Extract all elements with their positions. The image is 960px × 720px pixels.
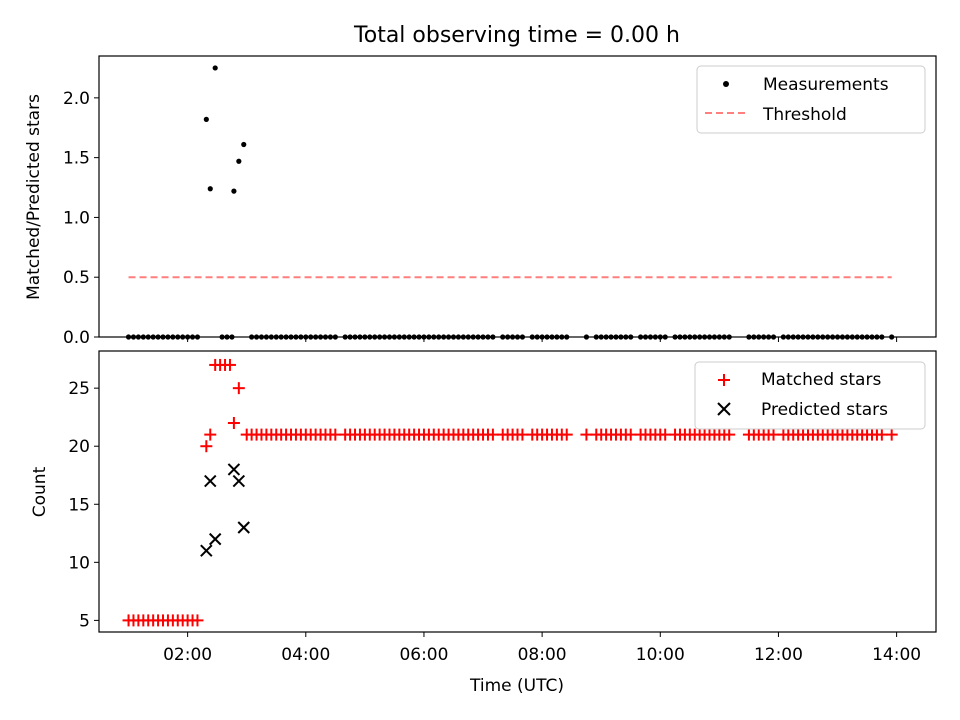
legend-threshold-label: Threshold: [762, 105, 847, 125]
ratio-y-tick-label: 0.0: [63, 328, 90, 348]
matched-star-point: [227, 416, 240, 429]
ratio-y-ticks: 0.0 0.5 1.0 1.5 2.0: [63, 89, 99, 348]
ratio-axes-frame: [98, 55, 937, 338]
measurement-point: [231, 188, 237, 194]
matched-star-point: [723, 428, 736, 441]
count-y-tick-label: 5: [79, 611, 90, 631]
count-x-tick-label: 02:00: [163, 645, 212, 665]
count-marks: [122, 358, 898, 627]
ratio-y-axis-label: Matched/Predicted stars: [24, 94, 44, 300]
ratio-y-tick-label: 1.5: [63, 149, 90, 169]
measurement-point: [241, 141, 247, 148]
measurement-point: [236, 158, 242, 164]
matched-star-point: [223, 358, 236, 371]
ratio-y-tick-label: 0.5: [63, 268, 90, 288]
ratio-legend-box: [696, 65, 926, 134]
count-y-tick-label: 25: [68, 379, 90, 399]
legend-measurements-label: Measurements: [763, 75, 889, 95]
measurement-point: [203, 116, 209, 122]
count-y-ticks: 5 10 15 20 25: [68, 379, 99, 631]
count-x-tick-label: 04:00: [281, 645, 330, 665]
count-y-tick-label: 10: [68, 553, 90, 573]
count-x-tick-label: 14:00: [872, 645, 921, 665]
matched-star-point: [232, 382, 245, 395]
predicted-star-point: [237, 521, 250, 534]
count-x-tick-label: 10:00: [636, 645, 685, 665]
count-x-ticks: 02:00 04:00 06:00 08:00 10:00 12:00 14:00: [163, 632, 921, 665]
count-y-tick-label: 15: [68, 495, 90, 515]
count-x-tick-label: 12:00: [754, 645, 803, 665]
figure-title: Total observing time = 0.00 h: [353, 23, 680, 48]
predicted-star-point: [227, 463, 241, 476]
matched-star-point: [191, 614, 204, 627]
x-axis-label: Time (UTC): [469, 676, 564, 696]
count-x-tick-label: 08:00: [518, 645, 567, 665]
panel-ratio: 0.00.51.01.52.0 Matched/Predicted stars …: [24, 55, 937, 348]
count-legend: Matched stars Predicted stars: [694, 361, 926, 430]
matched-star-point: [560, 428, 573, 441]
predicted-star-point: [204, 474, 217, 488]
ratio-legend: Measurements Threshold: [696, 65, 926, 134]
matched-star-point: [204, 428, 217, 441]
matched-star-point: [885, 428, 898, 441]
measurement-point: [207, 186, 213, 192]
legend-measurements-marker: [723, 81, 729, 87]
count-x-tick-label: 06:00: [399, 645, 448, 665]
predicted-star-point: [208, 532, 222, 546]
panel-counts: 5 10 15 20 25 02:00 04:00 06:00 08:00 10:00 12:00…: [30, 350, 937, 696]
ratio-y-tick-label: 1.0: [63, 208, 90, 228]
predicted-star-point: [232, 474, 246, 488]
legend-predicted-label: Predicted stars: [761, 400, 888, 420]
count-axes-frame: [98, 350, 937, 633]
legend-matched-marker: [718, 374, 730, 386]
count-legend-box: [694, 361, 926, 430]
ratio-x-ticks: [187, 337, 898, 342]
legend-matched-label: Matched stars: [761, 370, 881, 390]
ratio-y-tick-label: 2.0: [63, 89, 90, 109]
count-y-tick-label: 20: [68, 437, 90, 457]
predicted-star-point: [200, 544, 213, 557]
measurement-point: [212, 65, 218, 71]
legend-predicted-marker: [717, 402, 731, 416]
matched-star-point: [200, 440, 213, 453]
count-y-axis-label: Count: [30, 466, 50, 517]
